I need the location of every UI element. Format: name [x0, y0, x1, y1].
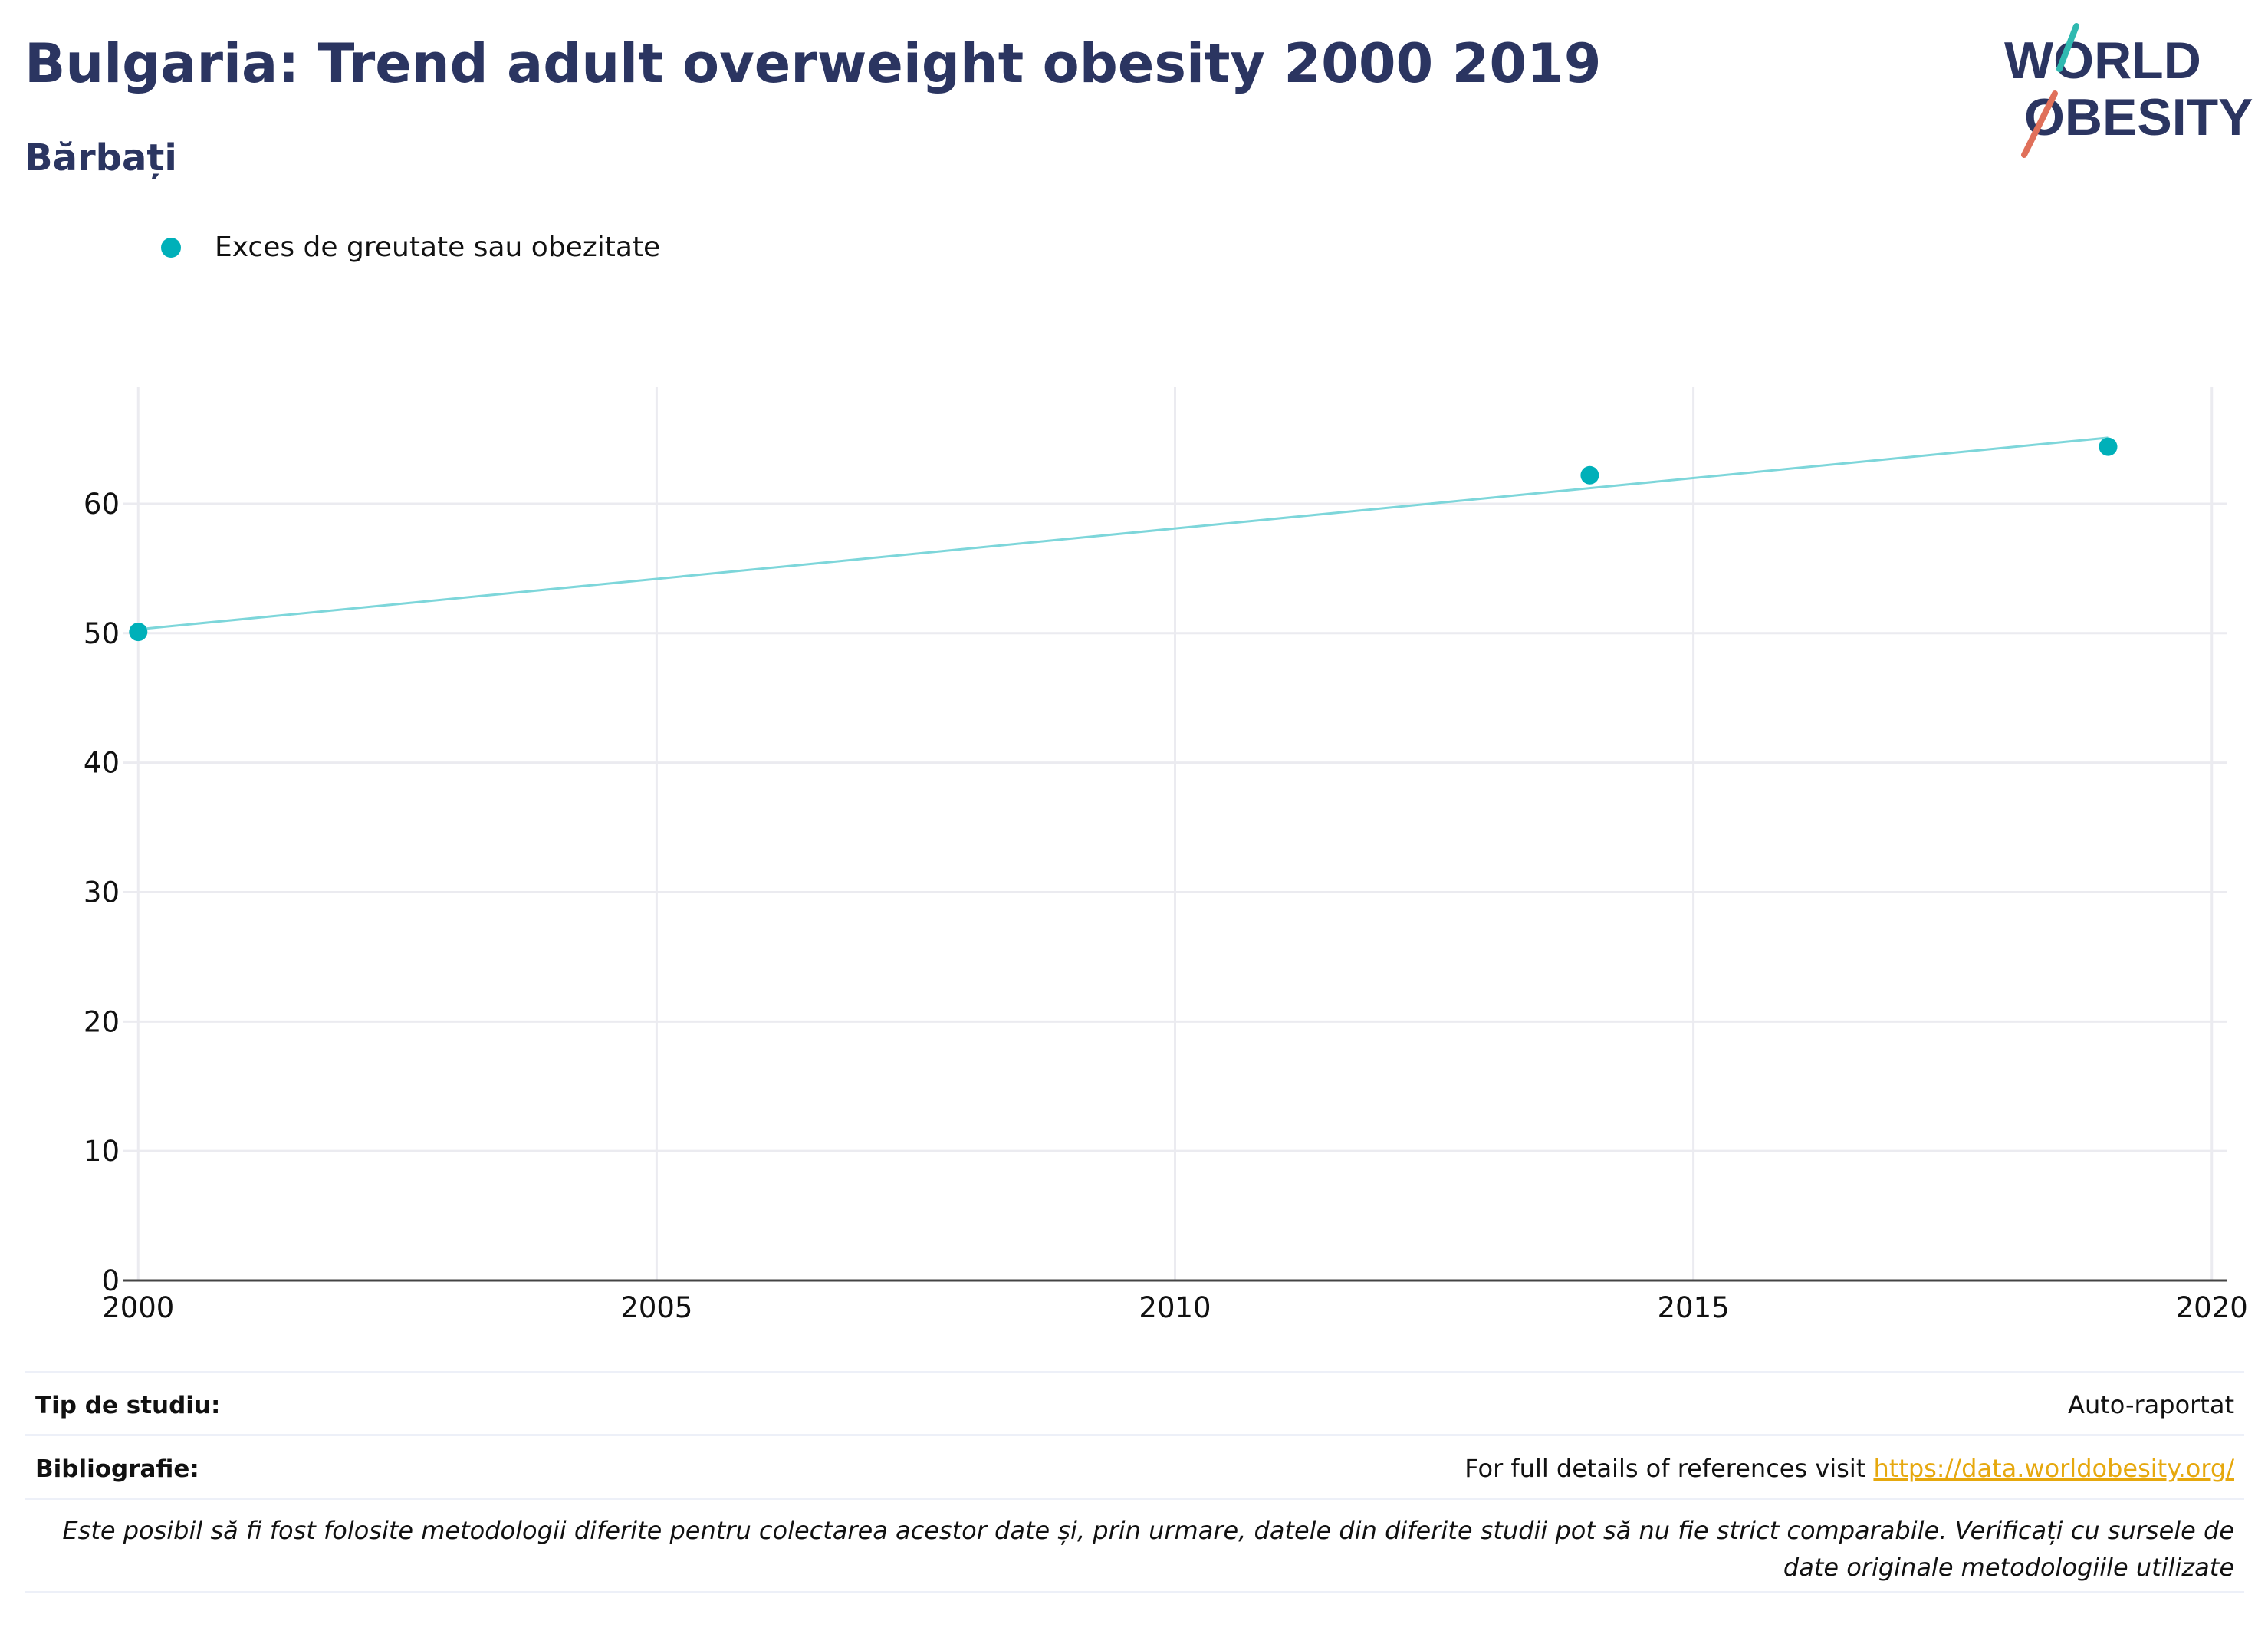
footer-divider-2 — [25, 1434, 2244, 1436]
x-tick-label: 2020 — [2176, 1291, 2248, 1324]
trend-line — [138, 436, 2109, 631]
methodology-note: Este posibil să fi fost folosite metodol… — [62, 1516, 2234, 1582]
logo-slash-top — [2056, 23, 2079, 72]
study-type-label: Tip de studiu: — [35, 1392, 221, 1419]
logo-slash-bottom — [2021, 90, 2058, 158]
legend-marker — [161, 237, 181, 258]
data-point — [1580, 465, 1599, 485]
y-tick-label: 30 — [84, 876, 120, 909]
logo-word-2: OBESITY — [2024, 88, 2253, 146]
bibliography-link[interactable]: https://data.worldobesity.org/ — [1873, 1454, 2234, 1483]
y-tick-label: 40 — [84, 747, 120, 780]
world-obesity-logo: WORLD OBESITY — [2004, 23, 2253, 158]
data-point — [2099, 437, 2118, 456]
page-title: Bulgaria: Trend adult overweight obesity… — [25, 32, 1602, 95]
y-tick-label: 60 — [84, 488, 120, 521]
x-tick-label: 2010 — [1139, 1291, 1211, 1324]
study-type-value: Auto-raportat — [2068, 1390, 2234, 1419]
x-tick-label: 2015 — [1658, 1291, 1730, 1324]
legend-label: Exces de greutate sau obezitate — [215, 232, 661, 263]
logo-word-1: WORLD — [2004, 31, 2201, 90]
y-tick-label: 0 — [101, 1264, 120, 1297]
y-tick-label: 10 — [84, 1135, 120, 1168]
footer-divider-3 — [25, 1498, 2244, 1500]
data-point — [129, 623, 148, 642]
bibliography-value: For full details of references visit htt… — [1464, 1454, 2234, 1483]
x-tick-label: 2005 — [620, 1291, 692, 1324]
x-tick-label: 2000 — [102, 1291, 174, 1324]
y-tick-label: 20 — [84, 1005, 120, 1038]
y-tick-label: 50 — [84, 617, 120, 650]
page-subtitle: Bărbați — [25, 136, 177, 179]
footer-divider-4 — [25, 1591, 2244, 1593]
bibliography-text: For full details of references visit — [1464, 1454, 1874, 1483]
bibliography-label: Bibliografie: — [35, 1455, 199, 1483]
chart-legend[interactable]: Exces de greutate sau obezitate — [161, 232, 660, 263]
footer-divider-1 — [25, 1371, 2244, 1373]
trend-chart: 0 10 20 30 40 50 60 2000 2005 2010 2015 2020 — [84, 387, 2248, 1324]
